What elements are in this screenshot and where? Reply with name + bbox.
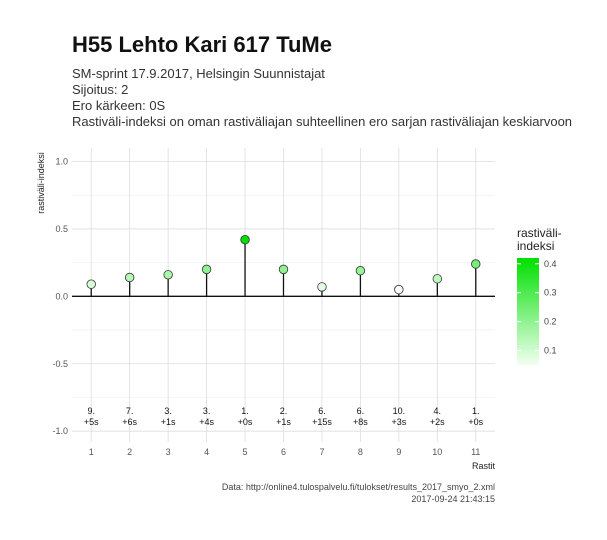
data-point-8	[355, 266, 366, 276]
data-point-6	[278, 264, 289, 275]
data-point-4	[201, 264, 212, 275]
data-point-9	[394, 284, 404, 295]
control-rank-label: 3.	[203, 406, 211, 416]
control-rank-label: 1.	[472, 406, 480, 416]
data-point-7	[317, 282, 327, 292]
y-axis-title: rastiväli-indeksi	[36, 152, 46, 214]
control-diff-label: +8s	[353, 417, 368, 427]
timestamp-caption: 2017-09-24 21:43:15	[411, 494, 495, 504]
control-diff-label: +2s	[430, 417, 445, 427]
x-axis-ticks: 1 2 3 4 5 6 7 8 9 10 11	[89, 447, 481, 457]
y-tick-label: 0.5	[55, 224, 68, 234]
data-point-11	[471, 259, 481, 269]
x-tick-label: 6	[281, 447, 286, 457]
control-rank-label: 6.	[318, 406, 326, 416]
chart-title: H55 Lehto Kari 617 TuMe	[72, 32, 332, 57]
control-diff-label: +3s	[391, 417, 406, 427]
legend-tick-label: 0.1	[544, 346, 557, 356]
control-diff-label: +15s	[312, 417, 332, 427]
control-rank-label: 2.	[280, 406, 288, 416]
control-diff-label: +5s	[84, 417, 99, 427]
control-rank-label: 3.	[164, 406, 172, 416]
x-tick-label: 3	[166, 447, 171, 457]
data-point-10	[432, 274, 443, 284]
control-labels: 9.+5s7.+6s3.+1s3.+4s1.+0s2.+1s6.+15s6.+8…	[84, 406, 484, 427]
control-rank-label: 4.	[434, 406, 442, 416]
control-diff-label: +1s	[276, 417, 291, 427]
x-tick-label: 11	[471, 447, 480, 457]
data-points	[86, 235, 481, 295]
y-tick-label: 1.0	[55, 156, 68, 166]
control-diff-label: +6s	[122, 417, 137, 427]
control-diff-label: +0s	[468, 417, 483, 427]
x-tick-label: 7	[319, 447, 324, 457]
legend-tick-label: 0.2	[544, 317, 557, 327]
control-rank-label: 7.	[126, 406, 134, 416]
subtitle-line-4: Rastiväli-indeksi on oman rastiväliajan …	[72, 114, 573, 129]
control-rank-label: 6.	[357, 406, 365, 416]
control-diff-label: +1s	[161, 417, 176, 427]
x-tick-label: 1	[89, 447, 94, 457]
x-tick-label: 4	[204, 447, 209, 457]
y-tick-label: 0.0	[55, 291, 68, 301]
subtitle-line-1: SM-sprint 17.9.2017, Helsingin Suunnista…	[72, 66, 325, 81]
y-axis-ticks: -1.0 -0.5 0.0 0.5 1.0	[52, 156, 68, 436]
data-point-3	[163, 270, 173, 280]
control-rank-label: 10.	[393, 406, 406, 416]
control-rank-label: 9.	[87, 406, 95, 416]
subtitle-line-2: Sijoitus: 2	[72, 82, 129, 97]
data-point-5	[240, 235, 250, 245]
legend-tick-label: 0.3	[544, 288, 557, 298]
x-tick-label: 5	[243, 447, 248, 457]
x-tick-label: 2	[127, 447, 132, 457]
control-diff-label: +0s	[238, 417, 253, 427]
control-diff-label: +4s	[199, 417, 214, 427]
color-legend: rastiväli- indeksi 0.1 0.2 0.3 0.4	[517, 226, 562, 365]
x-tick-label: 8	[358, 447, 363, 457]
legend-colorbar	[517, 258, 539, 365]
data-point-1	[86, 279, 96, 289]
legend-tick-label: 0.4	[544, 259, 557, 269]
y-tick-label: -1.0	[52, 426, 68, 436]
source-caption: Data: http://online4.tulospalvelu.fi/tul…	[222, 482, 495, 492]
control-rank-label: 1.	[241, 406, 249, 416]
x-tick-label: 9	[396, 447, 401, 457]
y-tick-label: -0.5	[52, 359, 68, 369]
data-point-2	[124, 272, 135, 283]
legend-title-line-2: indeksi	[517, 239, 554, 253]
legend-title-line-1: rastiväli-	[517, 226, 562, 240]
x-axis-title: Rastit	[472, 461, 496, 471]
subtitle-line-3: Ero kärkeen: 0S	[72, 98, 166, 113]
x-tick-label: 10	[432, 447, 442, 457]
